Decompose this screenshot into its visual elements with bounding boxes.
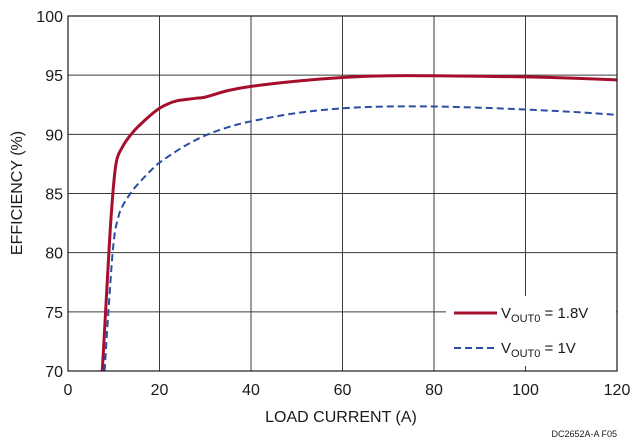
legend-box bbox=[446, 296, 616, 366]
y-axis-label: EFFICIENCY (%) bbox=[9, 131, 26, 255]
x-tick-labels: 0 20 40 60 80 100 120 bbox=[64, 382, 631, 399]
y-tick-label: 90 bbox=[45, 127, 63, 144]
figure-footnote: DC2652A-A F05 bbox=[551, 429, 617, 439]
x-axis-label: LOAD CURRENT (A) bbox=[265, 409, 417, 426]
y-tick-label: 80 bbox=[45, 246, 63, 263]
x-tick-label: 60 bbox=[334, 382, 352, 399]
x-tick-label: 0 bbox=[64, 382, 73, 399]
x-tick-label: 100 bbox=[512, 382, 539, 399]
series-line-1 bbox=[100, 74, 618, 372]
y-tick-label: 70 bbox=[45, 364, 63, 381]
legend: VOUT0 = 1.8V VOUT0 = 1V bbox=[446, 296, 616, 366]
series-layer bbox=[100, 74, 618, 372]
x-tick-label: 120 bbox=[604, 382, 631, 399]
y-tick-label: 100 bbox=[36, 9, 63, 26]
x-tick-label: 20 bbox=[151, 382, 169, 399]
y-tick-label: 75 bbox=[45, 305, 63, 322]
plot-frame bbox=[67, 15, 618, 372]
legend-label-1: VOUT0 = 1.8V bbox=[501, 305, 588, 325]
x-tick-label: 80 bbox=[425, 382, 443, 399]
series-line-2 bbox=[103, 105, 618, 372]
legend-label-2: VOUT0 = 1V bbox=[501, 340, 576, 360]
y-tick-label: 95 bbox=[45, 68, 63, 85]
y-tick-label: 85 bbox=[45, 187, 63, 204]
x-tick-label: 40 bbox=[242, 382, 260, 399]
y-tick-labels: 70 75 80 85 90 95 100 bbox=[36, 9, 63, 381]
